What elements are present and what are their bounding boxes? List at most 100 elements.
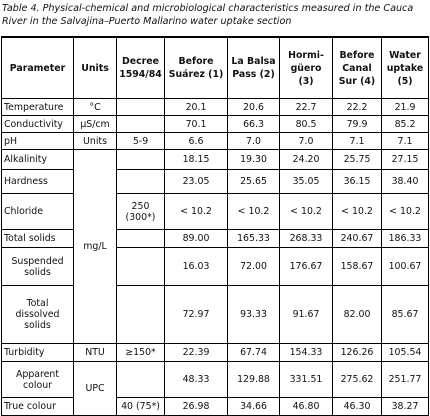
value-cell: 35.05 (279, 169, 333, 194)
value-cell: 20.6 (227, 98, 280, 116)
table-row: Hardness 23.05 25.65 35.05 36.15 38.40 (1, 169, 429, 194)
table-row: pH Units 5-9 6.6 7.0 7.0 7.1 7.1 (1, 132, 429, 150)
value-cell: 240.67 (332, 229, 382, 248)
value-cell: 268.33 (279, 229, 333, 248)
value-cell: 23.05 (164, 169, 228, 194)
decree-cell (116, 247, 165, 286)
value-cell: 80.5 (279, 115, 333, 133)
value-cell: 6.6 (164, 132, 228, 150)
value-cell: 18.15 (164, 149, 228, 170)
value-cell: 46.30 (332, 397, 382, 416)
value-cell: < 10.2 (227, 193, 280, 230)
value-cell: 275.62 (332, 361, 382, 398)
value-cell: 100.67 (381, 247, 429, 286)
table-row: Apparent colour UPC 48.33 129.88 331.51 275.6… (1, 361, 429, 416)
column-header: Water uptake (5) (381, 36, 429, 99)
value-cell: < 10.2 (381, 193, 429, 230)
value-cell: 20.1 (164, 98, 228, 116)
column-header: Decree 1594/84 (116, 36, 165, 99)
parameter-cell: Conductivity (1, 115, 74, 133)
value-cell: 158.67 (332, 247, 382, 286)
value-cell: 85.67 (381, 285, 429, 344)
value-cell: 176.67 (279, 247, 333, 286)
parameter-cell: Alkalinity (1, 149, 74, 170)
value-cell: 25.75 (332, 149, 382, 170)
value-cell: 22.2 (332, 98, 382, 116)
value-cell: < 10.2 (332, 193, 382, 230)
units-cell: Units (73, 132, 117, 150)
decree-cell: 250 (300*) (116, 193, 165, 230)
value-cell: 26.98 (164, 397, 228, 416)
value-cell: 67.74 (227, 343, 280, 362)
value-cell: 25.65 (227, 169, 280, 194)
value-cell: 7.1 (332, 132, 382, 150)
value-cell: 7.0 (227, 132, 280, 150)
value-cell: 186.33 (381, 229, 429, 248)
value-cell: 34.66 (227, 397, 280, 416)
parameter-cell: pH (1, 132, 74, 150)
value-cell: 72.97 (164, 285, 228, 344)
value-cell: 70.1 (164, 115, 228, 133)
value-cell: 7.0 (279, 132, 333, 150)
value-cell: 19.30 (227, 149, 280, 170)
value-cell: 22.39 (164, 343, 228, 362)
decree-cell: ≥150* (116, 343, 165, 362)
value-cell: 154.33 (279, 343, 333, 362)
table-row: Chloride 250 (300*) < 10.2 < 10.2 < 10.2 < 10… (1, 193, 429, 230)
table-row: Suspended solids 16.03 72.00 176.67 158.67 10… (1, 247, 429, 286)
table-head: Parameter Units Decree 1594/84 Before Suáre… (1, 36, 429, 99)
value-cell: 165.33 (227, 229, 280, 248)
units-cell: µS/cm (73, 115, 117, 133)
units-cell: °C (73, 98, 117, 116)
value-cell: 93.33 (227, 285, 280, 344)
value-cell: 129.88 (227, 361, 280, 398)
value-cell: 27.15 (381, 149, 429, 170)
decree-cell (116, 149, 165, 170)
column-header: Before Suárez (1) (164, 36, 228, 99)
column-header: Hormi-güero (3) (279, 36, 333, 99)
parameter-cell: Temperature (1, 98, 74, 116)
caption: Table 4. Physical-chemical and microbiol… (2, 3, 414, 27)
data-table: Parameter Units Decree 1594/84 Before Suáre… (1, 36, 429, 416)
value-cell: 105.54 (381, 343, 429, 362)
decree-cell (116, 169, 165, 194)
value-cell: 91.67 (279, 285, 333, 344)
value-cell: 22.7 (279, 98, 333, 116)
table-row: Total solids 89.00 165.33 268.33 240.67 186.3… (1, 229, 429, 248)
parameter-cell: Apparent colour (1, 361, 74, 398)
column-header: Parameter (1, 36, 74, 99)
parameter-cell: Hardness (1, 169, 74, 194)
value-cell: 89.00 (164, 229, 228, 248)
decree-cell (116, 361, 165, 398)
value-cell: < 10.2 (164, 193, 228, 230)
column-header: Units (73, 36, 117, 99)
table-row: Temperature °C 20.1 20.6 22.7 22.2 21.9 (1, 98, 429, 116)
value-cell: 38.40 (381, 169, 429, 194)
decree-cell (116, 115, 165, 133)
value-cell: 38.27 (381, 397, 429, 416)
column-header: La Balsa Pass (2) (227, 36, 280, 99)
header-row: Parameter Units Decree 1594/84 Before Suáre… (1, 36, 429, 99)
parameter-cell: Total solids (1, 229, 74, 248)
value-cell: 36.15 (332, 169, 382, 194)
table-row: Alkalinity mg/L 18.15 19.30 24.20 25.75 27.15 (1, 149, 429, 344)
value-cell: 48.33 (164, 361, 228, 398)
parameter-cell: Turbidity (1, 343, 74, 362)
value-cell: 82.00 (332, 285, 382, 344)
units-cell: mg/L (73, 149, 117, 344)
parameter-cell: Chloride (1, 193, 74, 230)
parameter-cell: True colour (1, 397, 74, 416)
value-cell: 85.2 (381, 115, 429, 133)
table-row: Turbidity NTU ≥150* 22.39 67.74 154.33 126.26 1… (1, 343, 429, 362)
decree-cell (116, 285, 165, 344)
value-cell: 79.9 (332, 115, 382, 133)
value-cell: 24.20 (279, 149, 333, 170)
units-cell: UPC (73, 361, 117, 416)
value-cell: 21.9 (381, 98, 429, 116)
value-cell: < 10.2 (279, 193, 333, 230)
table-body: Temperature °C 20.1 20.6 22.7 22.2 21.9 Conduct… (1, 98, 429, 416)
column-header: Before Canal Sur (4) (332, 36, 382, 99)
table-row: Conductivity µS/cm 70.1 66.3 80.5 79.9 85.2 (1, 115, 429, 133)
value-cell: 126.26 (332, 343, 382, 362)
value-cell: 72.00 (227, 247, 280, 286)
